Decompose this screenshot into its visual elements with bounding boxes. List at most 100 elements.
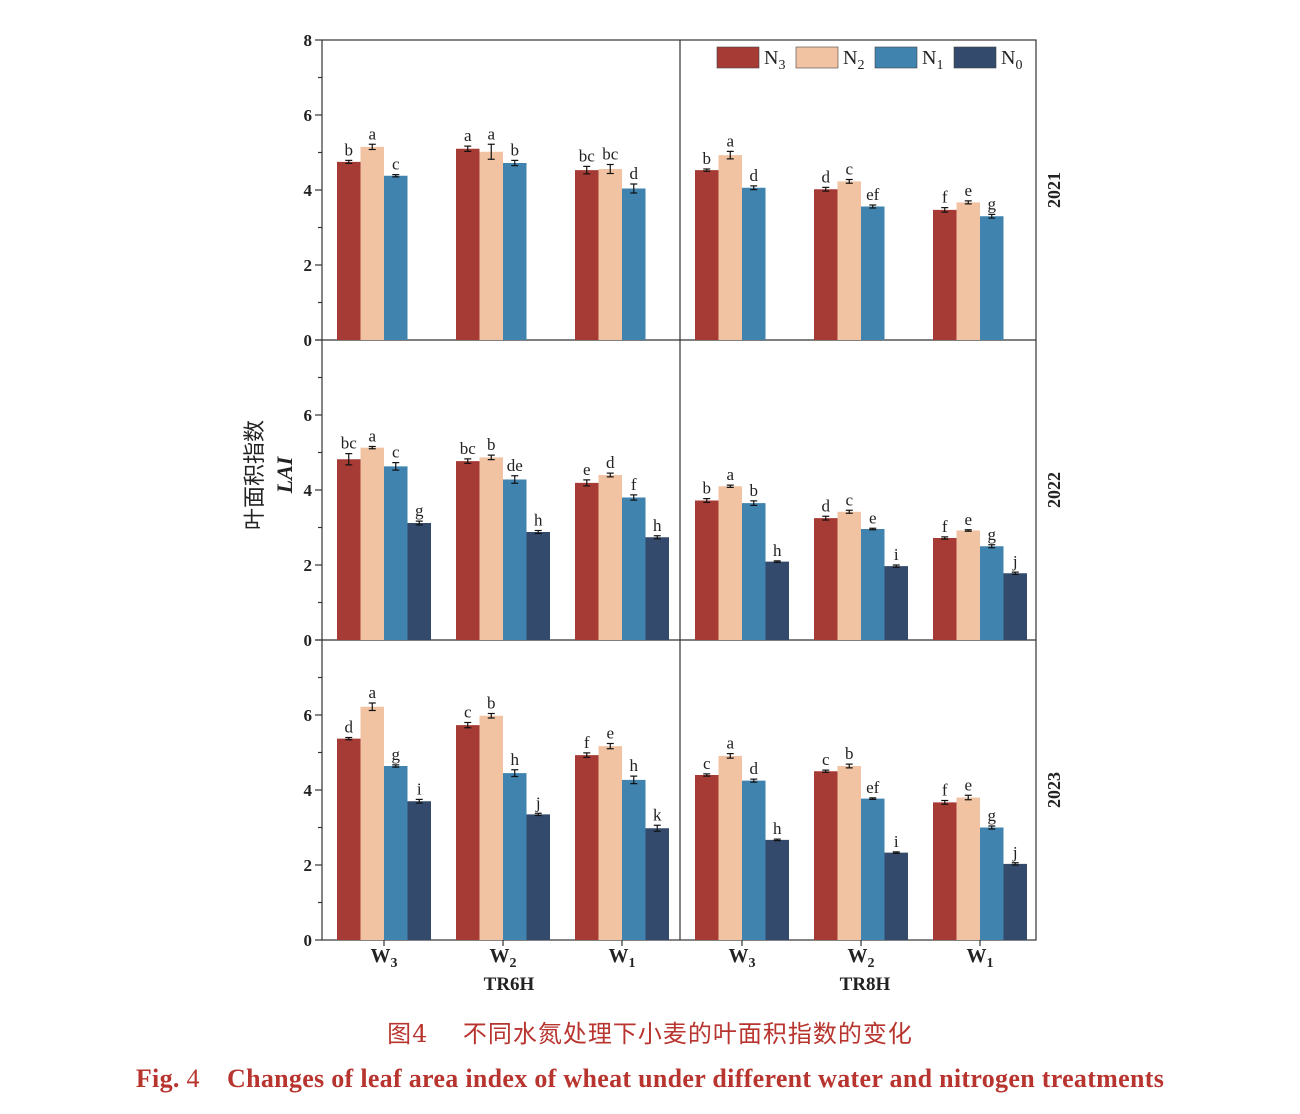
significance-letter: b <box>845 744 854 763</box>
bar-N1 <box>384 466 408 640</box>
significance-letter: ef <box>866 185 880 204</box>
significance-letter: bc <box>602 145 619 164</box>
bar-N3 <box>814 771 838 940</box>
figure-caption-cn: 图4 不同水氮处理下小麦的叶面积指数的变化 <box>0 1014 1300 1049</box>
bar-N2 <box>479 457 503 640</box>
significance-letter: j <box>1012 843 1018 862</box>
bar-N1 <box>622 497 646 640</box>
bar-N0 <box>765 839 789 940</box>
significance-letter: g <box>988 194 997 213</box>
bar-N3 <box>456 725 480 940</box>
axis-layer: 0 2 4 6 8 0 2 4 6 0 2 4 6 W3 W2 W1 TR6H W3 W2 W1 TR8H <box>304 31 994 995</box>
significance-letter: g <box>392 745 401 764</box>
significance-letter: i <box>894 545 899 564</box>
y-axis-label-en: LAI <box>272 455 297 494</box>
x-category-label: W3 <box>729 945 756 971</box>
caption-cn-text: 不同水氮处理下小麦的叶面积指数的变化 <box>462 1020 913 1048</box>
bar-N0 <box>645 537 669 640</box>
significance-letter: e <box>964 510 972 529</box>
significance-letter: a <box>368 124 376 143</box>
figure-caption-en: Fig. 4 Changes of leaf area index of whe… <box>0 1064 1300 1094</box>
significance-letter: i <box>894 832 899 851</box>
y-tick-label: 0 <box>304 931 313 950</box>
significance-letter: c <box>845 160 853 179</box>
significance-letter: e <box>869 508 877 527</box>
legend-label-N1: N1 <box>922 47 943 73</box>
bar-N1 <box>742 503 766 640</box>
significance-letter: g <box>415 501 424 520</box>
significance-letter: b <box>345 140 354 159</box>
bar-N2 <box>837 511 861 640</box>
significance-letter: e <box>964 775 972 794</box>
y-tick-label: 4 <box>304 481 313 500</box>
y-axis-title: 叶面积指数 LAI <box>243 420 297 530</box>
significance-letter: a <box>368 683 376 702</box>
significance-letter: i <box>417 779 422 798</box>
x-category-label: W2 <box>848 945 875 971</box>
significance-letter: d <box>750 759 759 778</box>
bar-N1 <box>861 798 885 940</box>
significance-letter: bc <box>460 439 477 458</box>
significance-letter: b <box>511 140 520 159</box>
significance-letter: f <box>942 188 948 207</box>
bar-N2 <box>837 766 861 940</box>
x-group-label: TR8H <box>840 974 891 995</box>
bar-N1 <box>861 206 885 340</box>
bar-N1 <box>622 188 646 340</box>
significance-letter: b <box>487 694 496 713</box>
bar-N2 <box>956 202 980 340</box>
x-category-label: W1 <box>967 945 994 971</box>
y-tick-label: 0 <box>304 331 313 350</box>
significance-letter: d <box>606 453 615 472</box>
bar-N1 <box>742 187 766 340</box>
bar-N3 <box>933 538 957 640</box>
bar-N0 <box>1003 573 1027 640</box>
significance-letter: c <box>392 155 400 174</box>
bar-N0 <box>526 814 550 940</box>
bar-N1 <box>622 779 646 940</box>
bar-N2 <box>837 181 861 340</box>
y-tick-label: 4 <box>304 181 313 200</box>
significance-letter: c <box>464 703 472 722</box>
legend-swatch-N3 <box>716 46 760 69</box>
y-tick-label: 6 <box>304 406 313 425</box>
bar-N3 <box>575 170 599 340</box>
significance-letter: e <box>606 724 614 743</box>
bar-N3 <box>695 170 719 340</box>
x-category-label: W1 <box>609 945 636 971</box>
bar-N1 <box>742 780 766 940</box>
significance-letter: a <box>487 124 495 143</box>
significance-letter: h <box>653 516 662 535</box>
y-tick-label: 6 <box>304 706 313 725</box>
y-tick-label: 2 <box>304 556 313 575</box>
legend-swatch-N0 <box>953 46 997 69</box>
bar-N3 <box>337 738 361 940</box>
panel-year-label: 2022 <box>1044 472 1064 508</box>
y-axis-label-cn: 叶面积指数 <box>243 420 268 530</box>
significance-letter: c <box>392 443 400 462</box>
significance-letter: d <box>630 164 639 183</box>
significance-letter: de <box>507 456 523 475</box>
bar-N3 <box>575 482 599 640</box>
caption-en-text: Changes of leaf area index of wheat unde… <box>227 1064 1165 1093</box>
bar-N3 <box>933 802 957 940</box>
significance-letter: c <box>845 490 853 509</box>
significance-letter: h <box>511 750 520 769</box>
y-tick-label: 4 <box>304 781 313 800</box>
bar-N3 <box>814 518 838 640</box>
x-category-label: W2 <box>490 945 517 971</box>
panel-year-label: 2023 <box>1044 772 1064 808</box>
bar-N2 <box>479 715 503 940</box>
bar-N2 <box>598 169 622 340</box>
significance-letter: c <box>703 754 711 773</box>
bar-N2 <box>956 530 980 640</box>
bar-N3 <box>337 459 361 640</box>
bar-N2 <box>956 797 980 940</box>
significance-letter: f <box>942 781 948 800</box>
bar-N0 <box>407 801 431 940</box>
bar-N1 <box>980 216 1004 340</box>
significance-letter: d <box>822 167 831 186</box>
y-tick-label: 2 <box>304 256 313 275</box>
significance-letter: c <box>822 750 830 769</box>
